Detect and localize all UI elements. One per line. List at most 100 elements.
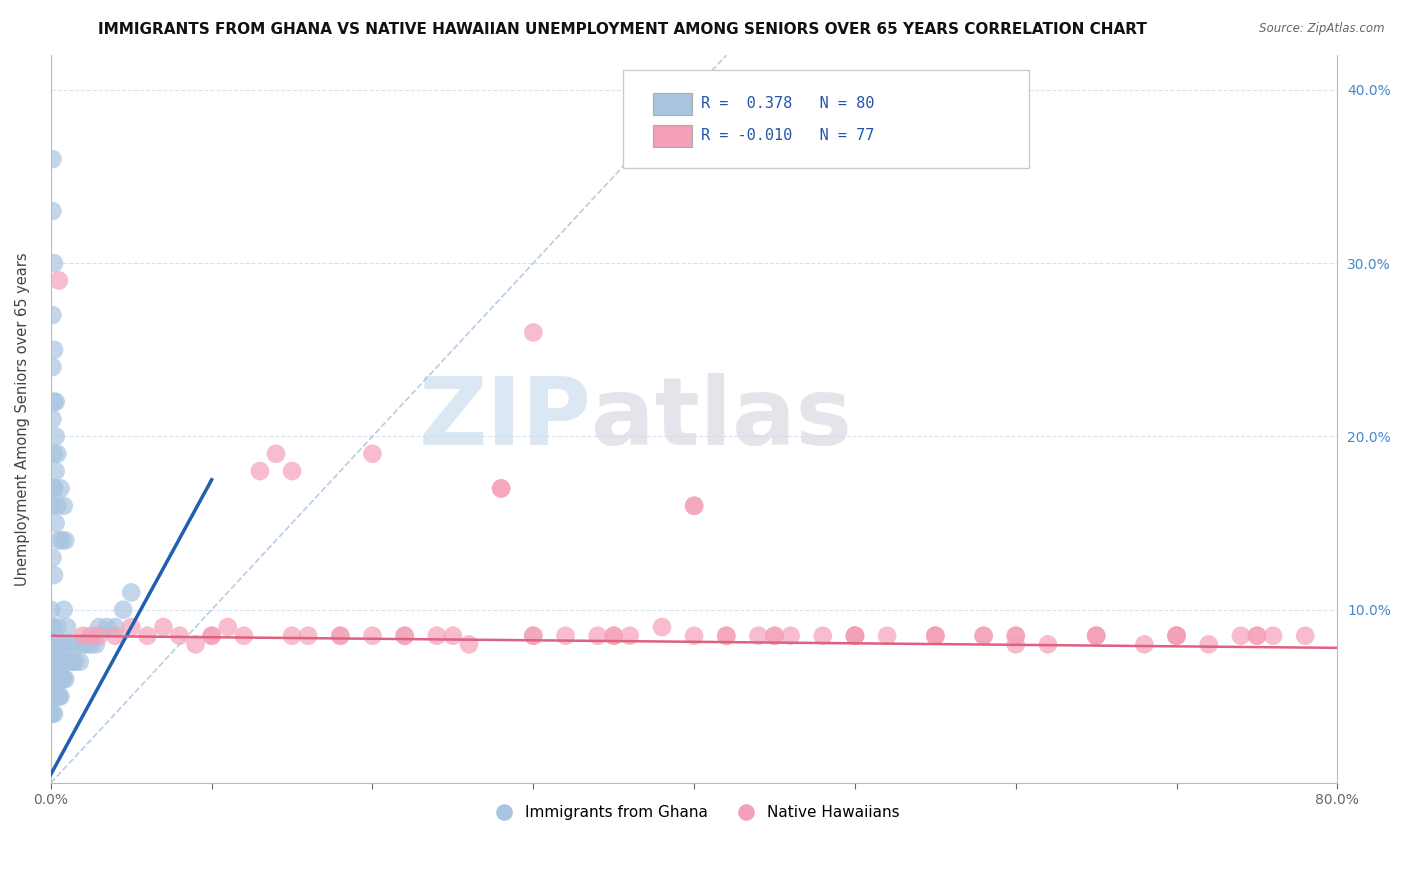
Point [120, 620, 142, 634]
Point [297, 629, 319, 643]
Point [42, 256, 65, 270]
Point [1246, 629, 1268, 643]
Point [683, 499, 706, 513]
Point [46, 620, 69, 634]
Point [112, 603, 135, 617]
Point [48, 690, 70, 704]
Point [973, 629, 995, 643]
Point [41, 499, 63, 513]
Point [361, 447, 384, 461]
Point [42, 482, 65, 496]
Point [96, 620, 118, 634]
Point [1166, 629, 1188, 643]
Point [232, 629, 254, 643]
Point [48, 533, 70, 548]
Point [924, 629, 946, 643]
Point [394, 629, 416, 643]
Point [75, 637, 97, 651]
Point [46, 655, 69, 669]
Point [489, 482, 512, 496]
Point [52, 603, 75, 617]
Point [42, 690, 65, 704]
Text: R =  0.378   N = 80: R = 0.378 N = 80 [700, 96, 875, 112]
Point [1004, 629, 1026, 643]
Point [120, 585, 142, 599]
Point [41, 360, 63, 375]
Point [52, 499, 75, 513]
Point [522, 629, 544, 643]
Point [80, 629, 103, 643]
Point [361, 629, 384, 643]
Point [249, 464, 271, 478]
Point [53, 637, 76, 651]
Point [59, 655, 82, 669]
Point [1166, 629, 1188, 643]
Point [844, 629, 866, 643]
Point [39, 603, 62, 617]
Point [602, 629, 624, 643]
Point [69, 655, 91, 669]
Point [45, 464, 67, 478]
Point [522, 629, 544, 643]
Point [1085, 629, 1108, 643]
Point [763, 629, 786, 643]
Point [924, 629, 946, 643]
Point [41, 706, 63, 721]
Point [716, 629, 738, 643]
Point [84, 637, 107, 651]
Point [80, 637, 103, 651]
Point [201, 629, 224, 643]
Point [1004, 637, 1026, 651]
Point [201, 629, 224, 643]
Point [41, 412, 63, 426]
Legend: Immigrants from Ghana, Native Hawaiians: Immigrants from Ghana, Native Hawaiians [482, 799, 905, 826]
Point [45, 655, 67, 669]
Point [42, 394, 65, 409]
Point [1004, 629, 1026, 643]
Point [554, 629, 576, 643]
Point [39, 637, 62, 651]
Point [1085, 629, 1108, 643]
Point [844, 629, 866, 643]
Point [426, 629, 449, 643]
Point [41, 637, 63, 651]
Point [169, 629, 191, 643]
Text: atlas: atlas [591, 373, 852, 465]
Point [63, 655, 86, 669]
Point [41, 204, 63, 219]
Point [46, 447, 69, 461]
Point [53, 533, 76, 548]
Point [1246, 629, 1268, 643]
Point [45, 429, 67, 443]
Point [104, 620, 127, 634]
Point [42, 637, 65, 651]
Point [779, 629, 801, 643]
Point [924, 629, 946, 643]
Point [651, 620, 673, 634]
Point [46, 690, 69, 704]
Point [48, 637, 70, 651]
Text: ZIP: ZIP [419, 373, 591, 465]
Point [45, 394, 67, 409]
Point [683, 629, 706, 643]
Point [42, 672, 65, 686]
Point [1230, 629, 1253, 643]
Point [41, 690, 63, 704]
Point [62, 655, 84, 669]
Point [39, 706, 62, 721]
Point [1294, 629, 1316, 643]
Point [394, 629, 416, 643]
Point [45, 637, 67, 651]
Point [441, 629, 464, 643]
Point [844, 629, 866, 643]
Point [42, 706, 65, 721]
Point [51, 533, 73, 548]
Point [41, 152, 63, 166]
Point [217, 620, 239, 634]
Point [46, 672, 69, 686]
Point [48, 655, 70, 669]
Point [602, 629, 624, 643]
Point [41, 550, 63, 565]
Point [747, 629, 769, 643]
Point [56, 620, 79, 634]
